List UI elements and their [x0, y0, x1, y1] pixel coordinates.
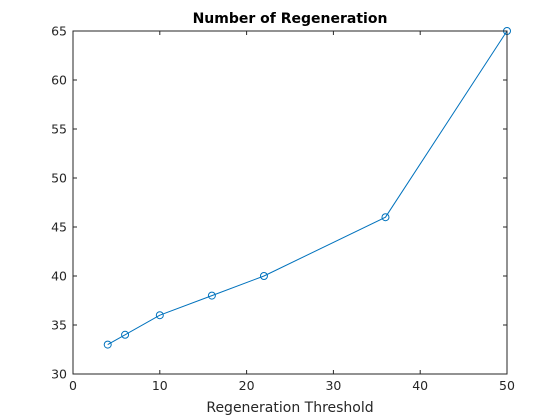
y-tick-label: 45 [51, 220, 67, 235]
data-point-marker [121, 330, 130, 339]
x-tick-label: 40 [412, 378, 428, 393]
data-point-marker [259, 272, 268, 280]
plot-frame [72, 30, 508, 375]
data-point-marker [207, 291, 216, 300]
y-tick-label: 50 [51, 171, 67, 186]
x-tick-label: 50 [499, 378, 515, 393]
x-tick-label: 20 [239, 378, 255, 393]
y-tick-label: 60 [51, 73, 67, 88]
ticks-layer: 0 10 20 30 40 50 30 35 40 45 50 55 60 65 [51, 24, 515, 394]
y-tick-label: 65 [51, 24, 67, 39]
y-tick-label: 30 [51, 367, 67, 382]
series-line [107, 30, 508, 346]
plot-background [73, 31, 507, 374]
x-tick-label: 10 [152, 378, 168, 393]
y-tick-label: 40 [51, 269, 67, 284]
x-tick-label: 30 [325, 378, 341, 393]
y-tick-label: 35 [51, 318, 67, 333]
y-tick-label: 55 [51, 122, 67, 137]
x-tick-label: 0 [69, 378, 77, 393]
chart-title: Number of Regeneration [193, 11, 388, 27]
data-point-marker [103, 340, 112, 349]
data-point-marker [155, 311, 164, 320]
data-point-marker [381, 213, 390, 222]
x-axis-label: Regeneration Threshold [206, 400, 373, 416]
